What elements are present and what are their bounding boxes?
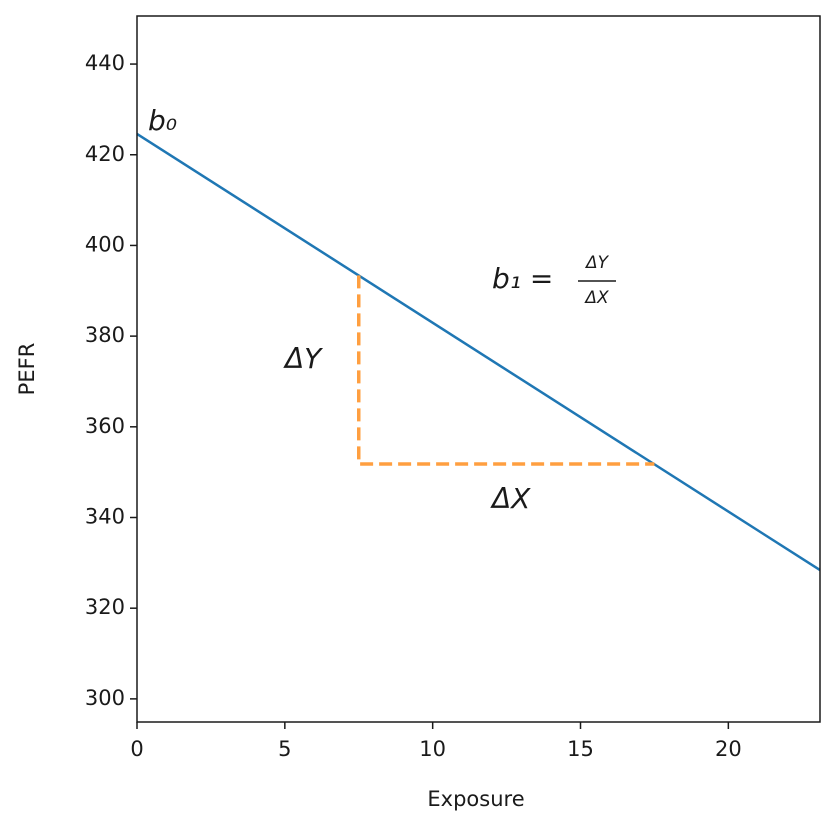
y-tick-label: 340 [85,505,125,529]
delta-y-annotation: ΔY [283,342,323,375]
slope-denominator: ΔX [583,288,609,308]
y-tick-label: 360 [85,414,125,438]
slope-annotation: b₁ = [492,262,553,295]
y-tick-label: 300 [85,686,125,710]
x-tick-label: 20 [715,737,742,761]
series-line [357,275,655,466]
x-tick-label: 5 [278,737,291,761]
y-tick-label: 400 [85,232,125,256]
plot-frame [136,15,821,723]
slope-numerator: ΔY [584,253,610,273]
x-axis-label: Exposure [427,787,524,811]
y-tick-label: 380 [85,323,125,347]
x-tick-label: 0 [130,737,143,761]
x-tick-label: 10 [419,737,446,761]
y-tick-label: 440 [85,51,125,75]
intercept-annotation: b₀ [148,104,177,137]
delta-x-annotation: ΔX [490,482,531,515]
series-line [136,132,821,572]
y-tick-label: 320 [85,595,125,619]
y-axis-label: PEFR [15,343,39,396]
x-tick-label: 15 [567,737,594,761]
y-tick-label: 420 [85,142,125,166]
